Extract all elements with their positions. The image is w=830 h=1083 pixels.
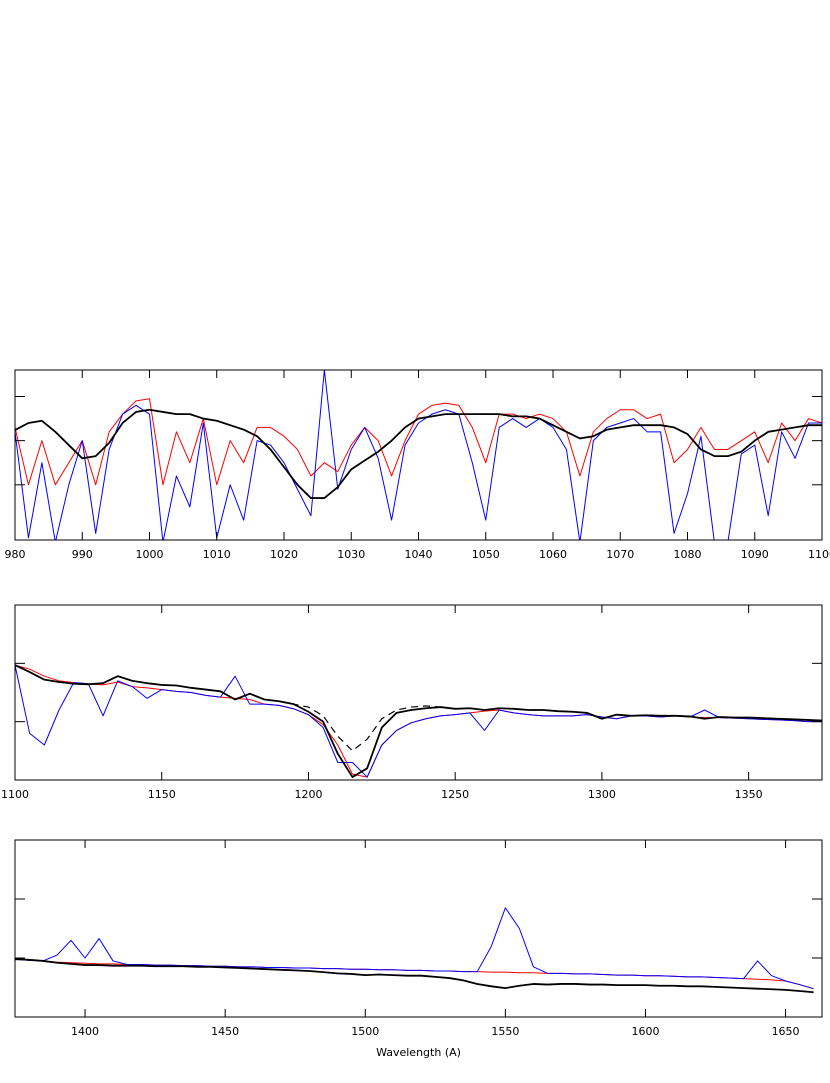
- x-tick-label: 1300: [588, 788, 616, 801]
- x-tick-label: 1050: [472, 548, 500, 561]
- x-tick-label: 990: [72, 548, 93, 561]
- x-tick-label: 1250: [441, 788, 469, 801]
- x-tick-label: 1030: [337, 548, 365, 561]
- x-tick-label: 1080: [674, 548, 702, 561]
- x-tick-label: 1500: [351, 1025, 379, 1038]
- x-tick-label: 1010: [203, 548, 231, 561]
- x-tick-label: 1350: [735, 788, 763, 801]
- x-axis-label: Wavelength (A): [376, 1046, 461, 1059]
- plot-area: [15, 664, 822, 778]
- x-tick-label: 1090: [741, 548, 769, 561]
- x-tick-label: 1150: [148, 788, 176, 801]
- x-tick-label: 1020: [270, 548, 298, 561]
- frame: [14, 604, 823, 781]
- spectrum-line: [15, 664, 822, 752]
- x-tick-label: 1040: [405, 548, 433, 561]
- x-tick-label: 1550: [491, 1025, 519, 1038]
- x-tick-label: 1450: [211, 1025, 239, 1038]
- spectrum-line: [15, 958, 814, 990]
- x-tick-label: 1000: [136, 548, 164, 561]
- x-tick-label: 1100: [1, 788, 29, 801]
- x-tick-label: 1400: [71, 1025, 99, 1038]
- x-tick-label: 1100: [808, 548, 830, 561]
- spectrum-line: [15, 408, 822, 499]
- spectrum-line: [15, 907, 814, 990]
- x-tick-label: 1650: [772, 1025, 800, 1038]
- x-tick-label: 1060: [539, 548, 567, 561]
- x-tick-label: 980: [5, 548, 26, 561]
- x-tick-label: 1600: [631, 1025, 659, 1038]
- frame: [14, 369, 823, 541]
- x-tick-label: 1070: [606, 548, 634, 561]
- frame: [14, 839, 823, 1018]
- plot-area: [15, 370, 822, 540]
- spectrum-line: [15, 664, 822, 778]
- plot-area: [15, 907, 814, 994]
- spectrum-line: [15, 958, 814, 994]
- spectrum-line: [15, 398, 822, 486]
- x-tick-label: 1200: [294, 788, 322, 801]
- spectrum-line: [15, 370, 822, 540]
